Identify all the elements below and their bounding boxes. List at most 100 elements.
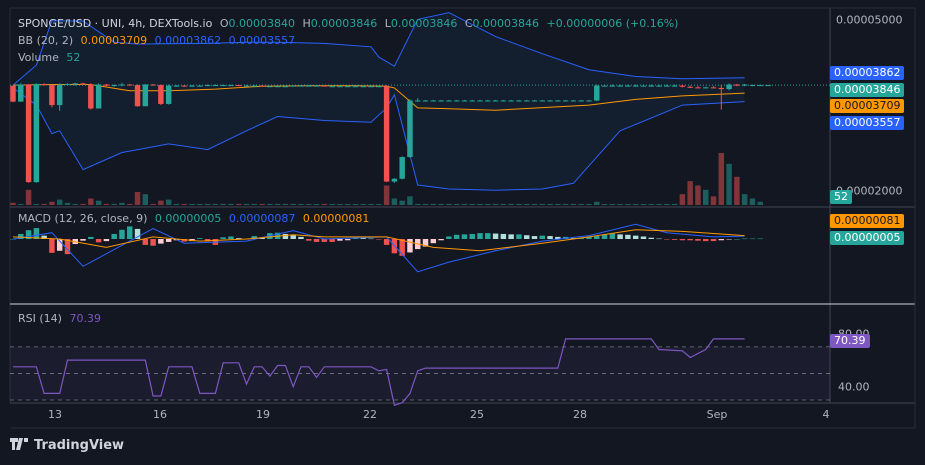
candle-body <box>407 100 413 158</box>
candle-body <box>111 85 117 87</box>
candle-body <box>485 100 491 102</box>
candle-body <box>103 84 110 86</box>
macd-histogram-bar <box>150 239 156 246</box>
macd-histogram-bar <box>282 233 289 239</box>
volume-bar <box>329 203 335 205</box>
candle-body <box>383 86 390 182</box>
macd-histogram-bar <box>376 239 382 240</box>
main-legend: SPONGE/USD · UNI, 4h, DEXTools.io O 0.000… <box>18 17 682 31</box>
volume-bar <box>25 189 32 205</box>
volume-bar <box>228 203 234 205</box>
candle-body <box>508 100 514 102</box>
candle-body <box>119 84 125 86</box>
candle-body <box>469 100 475 102</box>
macd-histogram-bar <box>290 235 296 239</box>
macd-signal-axis-label: 0.00000081 <box>830 214 905 228</box>
macd-histogram-bar <box>235 238 242 239</box>
candle-body <box>438 100 444 102</box>
candle-body <box>88 84 94 109</box>
macd-histogram-bar <box>127 226 133 239</box>
volume-bar <box>337 203 343 205</box>
macd-histogram-bar <box>111 233 117 239</box>
candle-body <box>49 85 55 106</box>
bb-lower-line <box>12 87 745 191</box>
macd-histogram-bar <box>469 233 475 239</box>
time-tick-label: Sep <box>707 408 728 421</box>
volume-bar <box>251 203 258 205</box>
volume-bar <box>321 203 328 205</box>
volume-bar <box>399 200 405 205</box>
macd-histogram-bar <box>523 235 530 239</box>
macd-histogram-bar <box>695 239 701 241</box>
high-value: 0.00003846 <box>310 17 378 30</box>
macd-histogram-bar <box>80 239 86 241</box>
macd-histogram-bar <box>10 239 16 240</box>
candle-body <box>547 100 553 102</box>
bb-upper-price-label: 0.00003862 <box>830 66 905 80</box>
candle-body <box>158 85 164 104</box>
volume-bar <box>679 194 686 205</box>
candle-body <box>601 85 608 87</box>
candle-body <box>18 84 24 102</box>
tradingview-logo[interactable]: TradingView <box>10 438 124 453</box>
macd-histogram-bar <box>313 239 320 242</box>
candle-body <box>228 85 234 87</box>
volume-bar <box>290 203 296 205</box>
macd-histogram-bar <box>220 237 226 239</box>
volume-bar <box>33 203 40 205</box>
macd-histogram-bar <box>500 233 507 239</box>
macd-histogram-bar <box>95 239 102 243</box>
volume-bar <box>235 203 242 205</box>
volume-bar <box>18 203 24 205</box>
macd-signal-line <box>12 229 745 252</box>
macd-histogram-bar <box>757 238 763 240</box>
candle-body <box>150 84 156 86</box>
candle-body <box>430 100 437 102</box>
candle-body <box>492 100 499 102</box>
symbol-title[interactable]: SPONGE/USD · UNI, 4h, DEXTools.io <box>18 17 213 30</box>
volume-bar <box>127 203 133 205</box>
macd-histogram-bar <box>306 239 312 241</box>
candle-body <box>586 100 592 102</box>
candle-body <box>609 85 616 87</box>
macd-histogram-bar <box>228 236 234 239</box>
candle-body <box>531 100 538 102</box>
volume-bar <box>469 203 475 205</box>
candle-body <box>570 100 577 102</box>
change-value: +0.00000006 (+0.16%) <box>546 17 679 30</box>
macd-histogram-bar <box>492 233 499 239</box>
macd-histogram-bar <box>516 234 522 239</box>
macd-histogram-bar <box>88 236 94 239</box>
open-label: O <box>219 17 229 30</box>
candle-body <box>422 100 429 102</box>
candle-body <box>453 100 460 102</box>
candle-body <box>337 86 343 88</box>
volume-bar <box>617 203 623 205</box>
macd-legend[interactable]: MACD (12, 26, close, 9) 0.00000005 0.000… <box>18 212 373 226</box>
candle-body <box>500 100 507 102</box>
macd-histogram-bar <box>594 236 600 239</box>
candle-body <box>212 85 219 87</box>
candle-body <box>664 85 670 87</box>
candle-body <box>741 84 748 86</box>
macd-histogram-bar <box>687 239 693 241</box>
volume-legend[interactable]: Volume 52 <box>18 51 84 65</box>
macd-histogram-bar <box>586 236 592 239</box>
volume-bar <box>555 203 561 205</box>
bb-lower-value: 0.00003557 <box>228 34 296 47</box>
volume-value: 52 <box>66 51 81 64</box>
rsi-legend[interactable]: RSI (14) 70.39 <box>18 312 105 326</box>
volume-bar <box>539 203 546 205</box>
candle-body <box>352 86 359 88</box>
volume-bar <box>64 202 71 205</box>
volume-bar <box>438 203 444 205</box>
candle-body <box>220 85 226 87</box>
candle-body <box>539 100 546 102</box>
volume-bar <box>142 194 149 205</box>
volume-bar <box>298 203 304 205</box>
bb-legend[interactable]: BB (20, 2) 0.00003709 0.00003862 0.00003… <box>18 34 299 48</box>
macd-histogram-bar <box>18 233 24 239</box>
macd-histogram-bar <box>632 235 639 239</box>
candle-body <box>243 85 250 87</box>
